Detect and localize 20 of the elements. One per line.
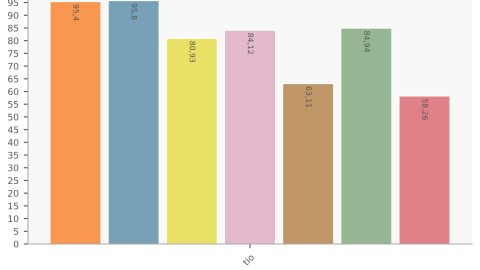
y-tick-label: 65 xyxy=(8,76,18,82)
y-tick-label: 20 xyxy=(8,190,18,197)
y-tick-label: 70 xyxy=(8,62,18,70)
y-tick-label: 35 xyxy=(8,152,18,159)
y-tick-label: 10 xyxy=(8,215,18,222)
y-tick-label: 0 xyxy=(14,240,18,248)
y-tick-label: 55 xyxy=(8,101,18,108)
y-tick-label: 25 xyxy=(8,177,18,184)
y-tick-label: 60 xyxy=(8,88,18,96)
y-tick-label: 50 xyxy=(8,114,18,120)
y-tick-label: 45 xyxy=(8,126,18,134)
y-tick-label: 30 xyxy=(8,164,18,172)
y-tick-label: 90 xyxy=(8,12,18,19)
y-tick-label: 5 xyxy=(14,228,18,235)
y-tick-label: 15 xyxy=(8,202,18,210)
y-tick-label: 85 xyxy=(8,24,18,32)
x-tick-label: tio xyxy=(242,253,255,266)
y-tick-label: 75 xyxy=(8,50,18,57)
y-tick-label: 40 xyxy=(8,139,18,146)
y-tick-label: 80 xyxy=(8,37,18,44)
